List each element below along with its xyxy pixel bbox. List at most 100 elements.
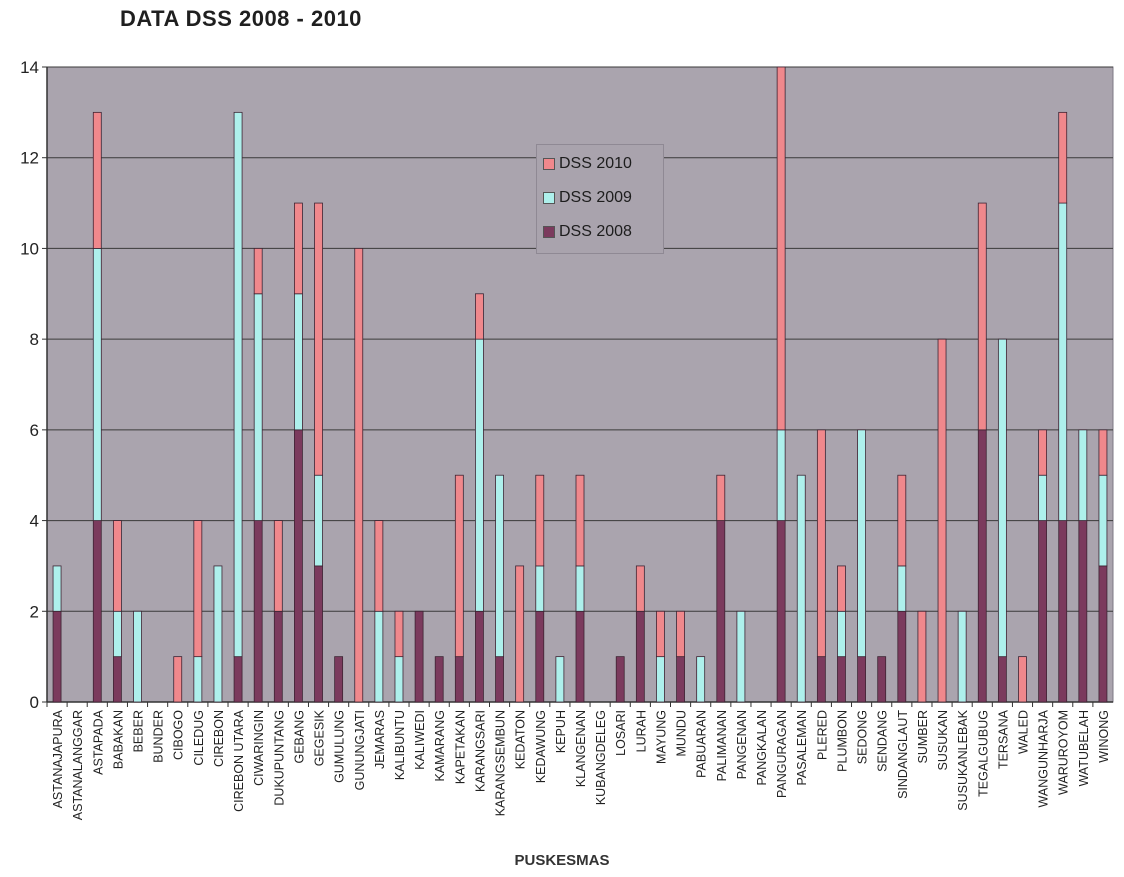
bar-segment-dss-2008	[112, 656, 122, 703]
bar-segment-dss-2009	[656, 656, 665, 703]
x-tick-label: GUMULUNG	[333, 710, 347, 783]
x-tick-label: KARANGSEMBUN	[494, 710, 508, 816]
y-tick-label: 6	[30, 421, 39, 440]
bar-segment-dss-2008	[977, 429, 987, 703]
x-tick-label: KLANGENAN	[574, 710, 588, 787]
x-tick-label: LOSARI	[614, 710, 628, 756]
x-tick-label: WANGUNHARJA	[1037, 709, 1051, 807]
bar-segment-dss-2010	[294, 202, 303, 295]
bar-segment-dss-2008	[414, 610, 424, 703]
bar-segment-dss-2010	[816, 429, 826, 658]
bar-segment-dss-2010	[354, 248, 364, 703]
bar-segment-dss-2008	[716, 520, 726, 703]
bar-segment-dss-2009	[736, 610, 746, 703]
bar-segment-dss-2009	[112, 610, 122, 658]
x-tick-label: KUBANGDELEG	[594, 710, 608, 805]
x-tick-label: SUSUKAN	[936, 710, 950, 770]
x-tick-label: GEGESIK	[313, 709, 327, 766]
bar-segment-dss-2008	[52, 610, 62, 703]
bar-segment-dss-2008	[233, 656, 243, 703]
x-tick-label: KAMARANG	[433, 710, 447, 782]
bar-segment-dss-2008	[776, 520, 786, 703]
x-tick-label: JEMARAS	[373, 710, 387, 769]
bar-segment-dss-2010	[454, 474, 464, 658]
bar-segment-dss-2010	[635, 565, 645, 612]
bar-segment-dss-2008	[454, 656, 464, 703]
bar-segment-dss-2009	[314, 474, 323, 567]
bar-segment-dss-2009	[1098, 474, 1108, 567]
bar-segment-dss-2008	[1078, 520, 1088, 703]
x-tick-label: ASTANALANGGAR	[71, 710, 85, 820]
bar-segment-dss-2008	[314, 565, 323, 703]
x-tick-label: PANGURAGAN	[775, 710, 789, 798]
bar-segment-dss-2010	[374, 520, 384, 612]
x-tick-label: ASTANAJAPURA	[51, 709, 65, 808]
bar-segment-dss-2008	[877, 656, 887, 703]
bar-segment-dss-2008	[615, 656, 625, 703]
bar-segment-dss-2008	[253, 520, 263, 703]
x-tick-label: PLERED	[815, 710, 829, 760]
x-tick-label: ASTAPADA	[91, 709, 105, 774]
bar-segment-dss-2008	[1058, 520, 1068, 703]
bar-segment-dss-2009	[193, 656, 203, 703]
bar-segment-dss-2010	[515, 565, 525, 703]
x-tick-label: SENDANG	[876, 710, 890, 772]
bar-segment-dss-2009	[233, 111, 243, 658]
legend-item-dss-2008: DSS 2008	[543, 221, 632, 243]
legend-swatch-dss-2010	[543, 158, 555, 170]
bar-segment-dss-2009	[796, 474, 806, 703]
x-tick-label: GUNUNGJATI	[353, 710, 367, 790]
x-tick-label: KALIBUNTU	[393, 710, 407, 780]
bar-segment-dss-2009	[535, 565, 545, 612]
x-tick-label: SINDANGLAUT	[896, 710, 910, 799]
x-tick-label: TEGALGUBUG	[976, 710, 990, 797]
bar-segment-dss-2008	[294, 429, 303, 703]
bar-segment-dss-2008	[897, 610, 907, 703]
x-tick-label: WATUBELAH	[1077, 710, 1091, 786]
bar-segment-dss-2010	[193, 520, 203, 658]
x-tick-label: KEDATON	[514, 710, 528, 769]
bar-segment-dss-2008	[92, 520, 102, 703]
x-tick-label: CIWARINGIN	[252, 710, 266, 786]
x-tick-label: PANGENAN	[735, 710, 749, 779]
x-axis-title: PUSKESMAS	[514, 852, 610, 869]
bar-segment-dss-2009	[1038, 474, 1048, 521]
legend-label-dss-2010: DSS 2010	[559, 155, 632, 172]
x-tick-label: WINONG	[1097, 710, 1111, 763]
x-tick-label: BEBER	[132, 710, 146, 752]
x-tick-label: PALIMANAN	[715, 710, 729, 781]
bar-segment-dss-2010	[837, 565, 846, 612]
bar-segment-dss-2009	[92, 248, 102, 521]
bar-segment-dss-2009	[475, 338, 484, 612]
x-tick-label: PANGKALAN	[755, 710, 769, 786]
bar-segment-dss-2009	[776, 429, 786, 521]
bar-segment-dss-2009	[575, 565, 585, 612]
bar-segment-dss-2010	[273, 520, 283, 612]
bar-segment-dss-2010	[253, 248, 263, 295]
y-tick-label: 10	[20, 239, 39, 258]
x-tick-label: LURAH	[634, 710, 648, 752]
bar-segment-dss-2008	[816, 656, 826, 703]
bar-segment-dss-2010	[776, 66, 786, 431]
bar-segment-dss-2009	[696, 656, 706, 703]
bar-segment-dss-2010	[1018, 656, 1027, 703]
bar-segment-dss-2008	[273, 610, 283, 703]
x-tick-label: SEDONG	[856, 710, 870, 764]
bar-segment-dss-2010	[897, 474, 907, 567]
bar-segment-dss-2008	[475, 610, 484, 703]
bar-segment-dss-2010	[394, 610, 404, 658]
bar-segment-dss-2009	[213, 565, 223, 703]
bar-segment-dss-2008	[535, 610, 545, 703]
x-tick-label: KAPETAKAN	[453, 710, 467, 784]
bar-segment-dss-2010	[535, 474, 545, 567]
bar-segment-dss-2008	[575, 610, 585, 703]
x-tick-label: SUSUKANLEBAK	[956, 709, 970, 810]
x-tick-label: KEDAWUNG	[534, 710, 548, 783]
bar-segment-dss-2010	[1058, 111, 1068, 204]
x-tick-label: KEPUH	[554, 710, 568, 753]
bar-segment-dss-2010	[676, 610, 685, 658]
y-tick-label: 14	[20, 58, 39, 77]
x-tick-label: KALIWEDI	[413, 710, 427, 770]
bar-segment-dss-2008	[676, 656, 685, 703]
